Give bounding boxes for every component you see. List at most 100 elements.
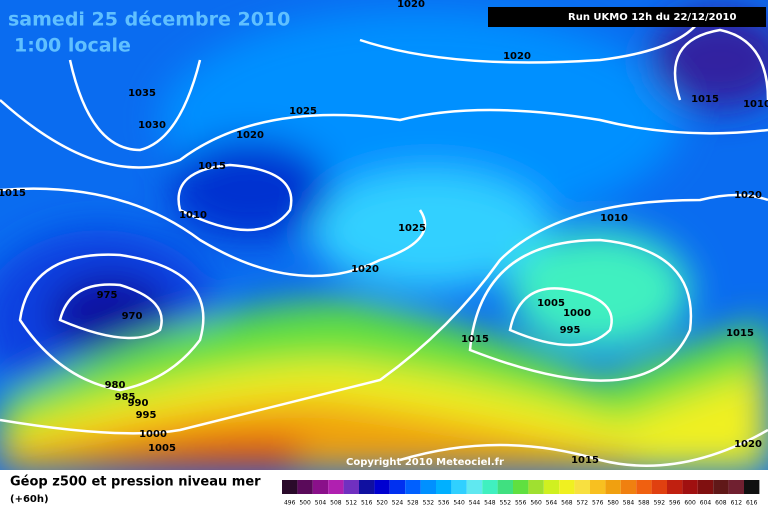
isobar-label: 1015: [0, 188, 26, 199]
scale-swatch: [374, 480, 390, 494]
isobar-label: 1015: [198, 161, 226, 172]
map-field: [0, 0, 768, 470]
isobar-label: 1005: [537, 298, 565, 309]
run-box: [488, 7, 766, 27]
legend-subtitle: (+60h): [10, 494, 49, 505]
isobar-labels: 1035 1030 1025 1020 1015 1010 1015 975 970 980985…: [0, 0, 768, 466]
isobar-label: 1020: [351, 264, 379, 275]
scale-label: 516: [361, 500, 373, 507]
isobar-label: 1025: [398, 223, 426, 234]
scale-swatch: [636, 480, 652, 494]
scale-swatch: [297, 480, 313, 494]
isobar-label: 995: [136, 410, 157, 421]
isobar-label: 1035: [128, 88, 156, 99]
scale-label: 564: [546, 500, 558, 507]
map-title: samedi 25 décembre 2010: [8, 9, 290, 31]
scale-label: 536: [438, 500, 450, 507]
scale-label: 540: [453, 500, 465, 507]
scale-swatch: [528, 480, 544, 494]
scale-swatch: [389, 480, 406, 494]
scale-swatch: [605, 480, 621, 494]
scale-swatch: [513, 480, 529, 494]
scale-swatch: [312, 480, 329, 494]
scale-swatch: [405, 480, 421, 494]
scale-swatch: [436, 480, 452, 494]
scale-swatch: [497, 480, 513, 494]
scale-swatch: [574, 480, 590, 494]
scale-swatch: [590, 480, 606, 494]
scale-swatch: [543, 480, 560, 494]
scale-swatch: [559, 480, 575, 494]
scale-label: 568: [561, 500, 573, 507]
scale-label: 588: [638, 500, 650, 507]
scale-label: 512: [346, 500, 358, 507]
scale-label: 576: [592, 500, 604, 507]
scale-label: 560: [530, 500, 542, 507]
scale-swatch: [282, 480, 298, 494]
scale-label: 552: [500, 500, 512, 507]
legend-title: Géop z500 et pression niveau mer: [10, 475, 261, 490]
scale-label: 524: [392, 500, 404, 507]
isobar-label: 1010: [600, 213, 628, 224]
scale-swatch: [728, 480, 744, 494]
scale-swatch: [451, 480, 467, 494]
scale-label: 584: [623, 500, 635, 507]
scale-swatch: [713, 480, 729, 494]
map-subtitle: 1:00 locale: [14, 35, 131, 57]
scale-label: 532: [423, 500, 435, 507]
isobar-label: 970: [122, 311, 143, 322]
isobar-label: 1015: [571, 455, 599, 466]
scale-label: 508: [330, 500, 342, 507]
isobar-label: 1010: [179, 210, 207, 221]
scale-swatch: [667, 480, 683, 494]
isobar-label: 1025: [289, 106, 317, 117]
copyright: Copyright 2010 Meteociel.fr: [346, 457, 504, 468]
scale-swatch: [343, 480, 359, 494]
isobar-label: 975: [97, 290, 118, 301]
scale-label: 592: [654, 500, 666, 507]
scale-label: 616: [746, 500, 758, 507]
scale-swatch: [466, 480, 483, 494]
run-label: Run UKMO 12h du 22/12/2010: [568, 12, 737, 23]
isobar-label: 985: [115, 392, 136, 403]
scale-label: 504: [315, 500, 327, 507]
isobar-label: 1015: [726, 328, 754, 339]
isobar-label: 1020: [236, 130, 264, 141]
isobar-label: 1020: [503, 51, 531, 62]
scale-swatch: [482, 480, 498, 494]
scale-label: 500: [299, 500, 311, 507]
isobar-label: 990: [128, 398, 149, 409]
isobar-label: 1000: [563, 308, 591, 319]
isobar-label: 1020: [734, 190, 762, 201]
scale-label: 496: [284, 500, 296, 507]
isobar-label: 980: [105, 380, 126, 391]
scale-label: 548: [484, 500, 496, 507]
isobar-label: 1015: [691, 94, 719, 105]
scale-label: 612: [731, 500, 743, 507]
scale-label: 596: [669, 500, 681, 507]
isobar-label: 1020: [734, 439, 762, 450]
isobar-label: 1005: [148, 443, 176, 454]
scale-swatch: [682, 480, 698, 494]
scale-swatch: [744, 480, 760, 494]
scale-swatch: [651, 480, 667, 494]
color-scale: 496 500 504 508 512 516 520 524 528 532 536 540 544 5…: [282, 480, 760, 507]
scale-swatch: [328, 480, 344, 494]
scale-label: 600: [684, 500, 696, 507]
isobar-label: 1020: [397, 0, 425, 10]
scale-label: 520: [376, 500, 388, 507]
scale-swatch: [420, 480, 436, 494]
isobar-label: 1030: [138, 120, 166, 131]
scale-label: 528: [407, 500, 419, 507]
isobar-label: 1010: [743, 99, 768, 110]
scale-label: 604: [700, 500, 712, 507]
isobar-label: 995: [560, 325, 581, 336]
scale-label: 544: [469, 500, 481, 507]
scale-label: 608: [715, 500, 727, 507]
scale-swatch: [359, 480, 375, 494]
isobar-label: 1015: [461, 334, 489, 345]
scale-label: 580: [607, 500, 619, 507]
scale-swatch: [697, 480, 714, 494]
isobar-label: 1000: [139, 429, 167, 440]
